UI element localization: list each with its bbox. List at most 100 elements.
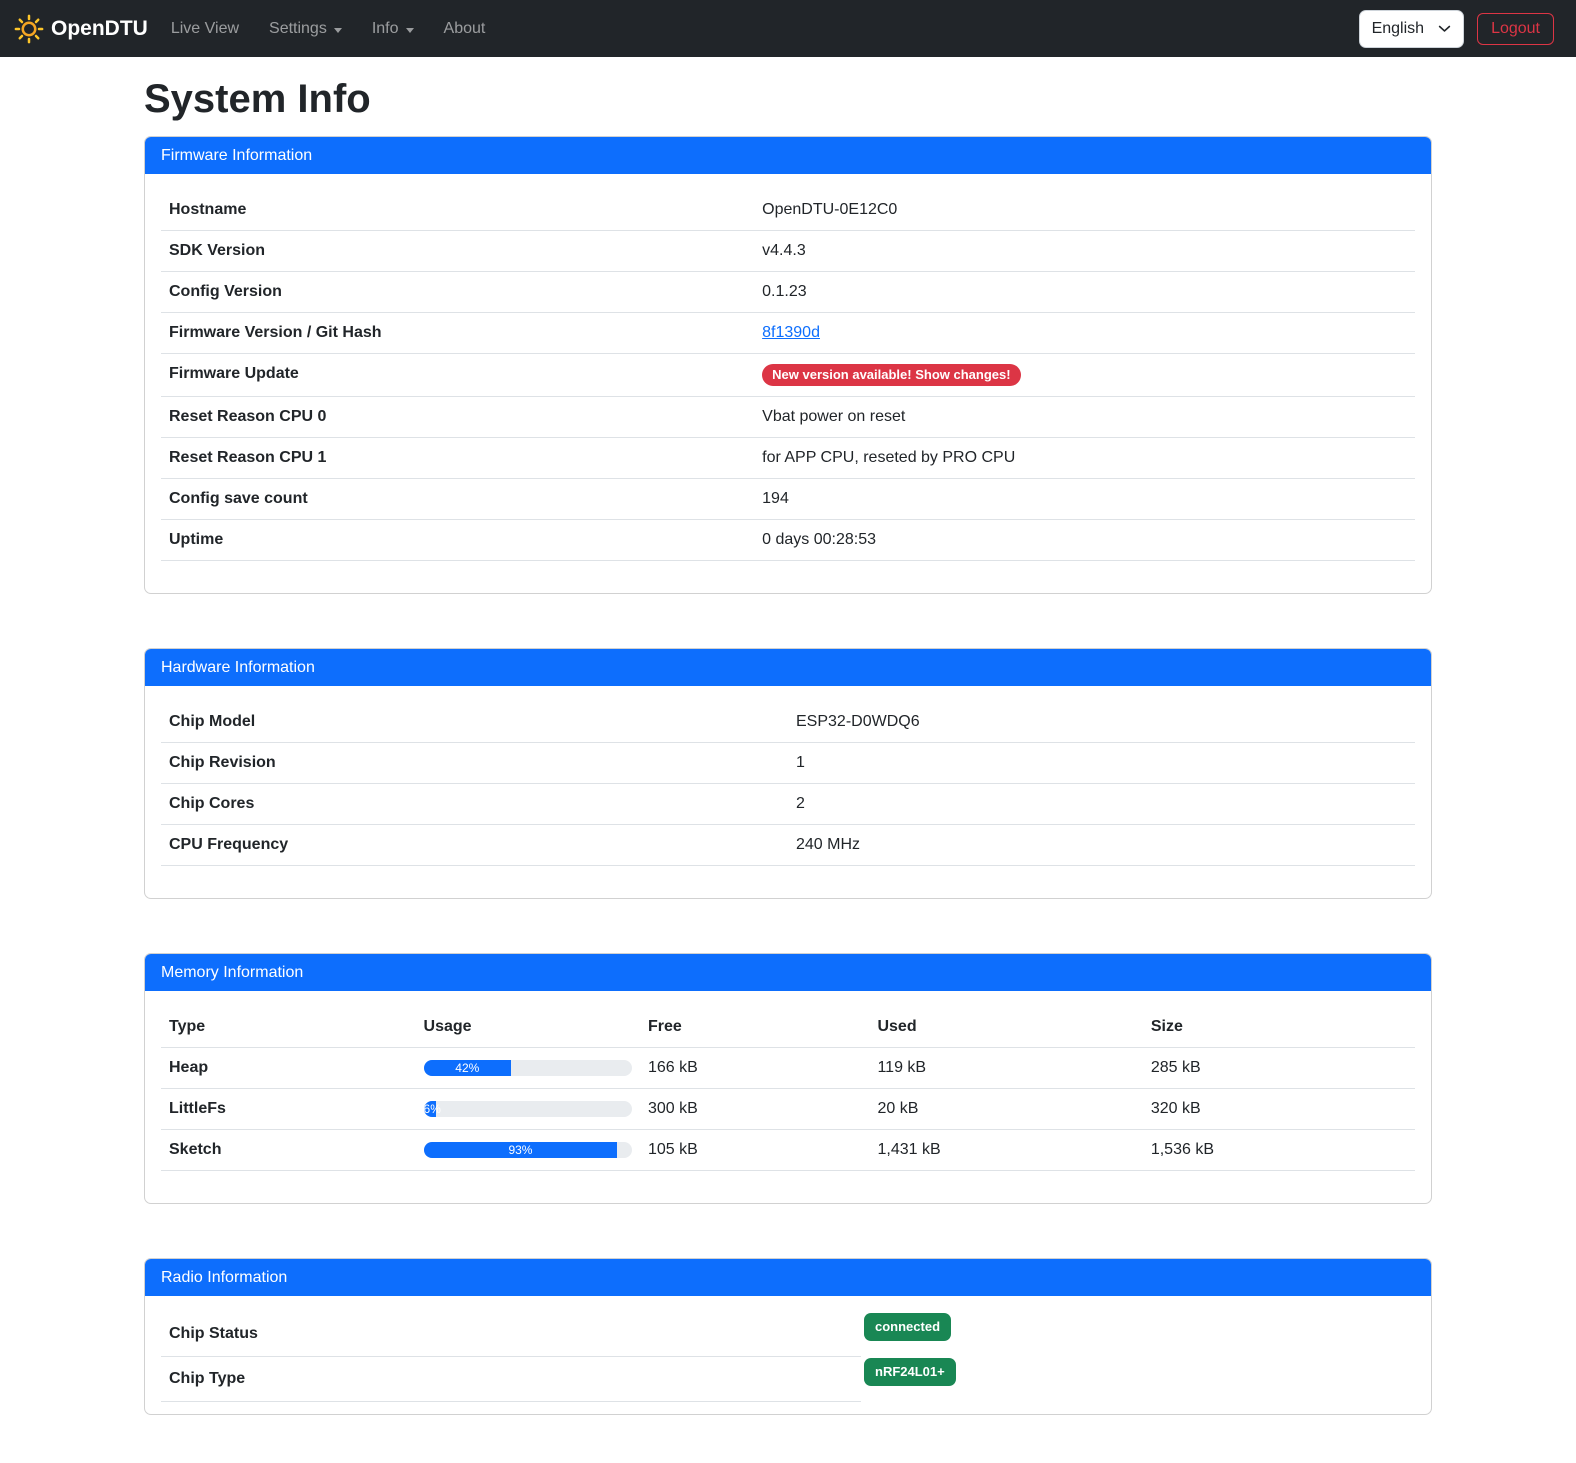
chevron-down-icon [1438,25,1451,32]
language-select[interactable]: English [1358,9,1465,48]
column-header-type: Type [161,1007,416,1048]
nav-item-settings[interactable]: Settings [254,12,357,46]
littlefs-used: 20 kB [869,1089,1143,1130]
table-row-reset-reason-cpu1: Reset Reason CPU 1 for APP CPU, reseted … [161,438,1415,479]
card-header-firmware: Firmware Information [145,137,1431,174]
card-header-hardware: Hardware Information [145,649,1431,686]
table-row-sdk-version: SDK Version v4.4.3 [161,231,1415,272]
table-row-hostname: Hostname OpenDTU-0E12C0 [161,190,1415,231]
littlefs-size: 320 kB [1142,1089,1415,1130]
table-row-sketch: Sketch 93% 105 kB 1,431 kB 1,536 kB [161,1130,1415,1171]
sketch-free: 105 kB [640,1130,870,1171]
heap-free: 166 kB [640,1048,870,1089]
progress-bar-fill: 42% [423,1060,512,1076]
row-label: Config Version [161,272,755,313]
row-value: ESP32-D0WDQ6 [788,702,1415,743]
row-label: Chip Type [161,1357,861,1402]
table-row-config-version: Config Version 0.1.23 [161,272,1415,313]
chip-type-badge: nRF24L01+ [864,1358,956,1386]
row-value: 0.1.23 [754,272,1415,313]
sketch-size: 1,536 kB [1142,1130,1415,1171]
row-value: Vbat power on reset [754,397,1415,438]
row-label: Firmware Version / Git Hash [161,313,755,354]
card-header-memory: Memory Information [145,954,1431,991]
row-label: LittleFs [161,1089,416,1130]
row-value: 240 MHz [788,825,1415,866]
table-row-littlefs: LittleFs 6% 300 kB 20 kB 320 kB [161,1089,1415,1130]
column-header-free: Free [640,1007,870,1048]
git-hash-link[interactable]: 8f1390d [762,324,820,341]
table-row-git-hash: Firmware Version / Git Hash 8f1390d [161,313,1415,354]
row-label: Reset Reason CPU 0 [161,397,755,438]
nav-item-label: Info [371,19,399,37]
row-value: 194 [754,479,1415,520]
nav-item-about[interactable]: About [429,12,501,46]
column-header-used: Used [869,1007,1143,1048]
row-label: Chip Model [161,702,788,743]
chevron-down-icon [333,27,342,33]
table-row-chip-revision: Chip Revision 1 [161,743,1415,784]
memory-table-header: Type Usage Free Used Size [161,1007,1415,1048]
row-label: Chip Revision [161,743,788,784]
sun-icon [14,14,44,44]
heap-size: 285 kB [1142,1048,1415,1089]
logout-button[interactable]: Logout [1477,12,1554,45]
row-label: Config save count [161,479,755,520]
table-row-uptime: Uptime 0 days 00:28:53 [161,520,1415,561]
column-header-usage: Usage [415,1007,640,1048]
table-row-cpu-frequency: CPU Frequency 240 MHz [161,825,1415,866]
card-header-radio: Radio Information [145,1259,1431,1296]
progress-bar-fill: 93% [423,1142,618,1158]
row-label: Chip Status [161,1312,861,1357]
row-value: OpenDTU-0E12C0 [754,190,1415,231]
table-row-chip-type: Chip Type nRF24L01+ [161,1357,1415,1402]
nav-item-info[interactable]: Info [357,12,429,46]
row-label: Uptime [161,520,755,561]
sketch-usage-progress: 93% [423,1142,632,1158]
firmware-information-card: Firmware Information Hostname OpenDTU-0E… [144,136,1432,594]
nav-item-label: Live View [170,19,240,37]
table-row-heap: Heap 42% 166 kB 119 kB 285 kB [161,1048,1415,1089]
nav-item-label: Settings [269,19,327,37]
row-label: Sketch [161,1130,416,1171]
heap-usage-progress: 42% [423,1060,632,1076]
row-label: Heap [161,1048,416,1089]
sketch-used: 1,431 kB [869,1130,1143,1171]
row-label: SDK Version [161,231,755,272]
radio-information-card: Radio Information Chip Status connected … [144,1258,1432,1415]
brand-label: OpenDTU [51,16,148,40]
language-selected-value: English [1371,19,1425,37]
row-label: CPU Frequency [161,825,788,866]
table-row-config-save-count: Config save count 194 [161,479,1415,520]
navbar: OpenDTU Live View Settings Info About En… [0,0,1576,57]
row-label: Reset Reason CPU 1 [161,438,755,479]
table-row-chip-model: Chip Model ESP32-D0WDQ6 [161,702,1415,743]
row-value: 2 [788,784,1415,825]
chip-status-badge: connected [864,1313,952,1341]
progress-bar-fill: 6% [423,1101,441,1117]
littlefs-usage-progress: 6% [423,1101,632,1117]
brand-link[interactable]: OpenDTU [14,14,148,44]
nav-item-label: About [443,19,486,37]
heap-used: 119 kB [869,1048,1143,1089]
hardware-information-card: Hardware Information Chip Model ESP32-D0… [144,648,1432,899]
memory-information-card: Memory Information Type Usage Free Used … [144,953,1432,1204]
row-value: for APP CPU, reseted by PRO CPU [754,438,1415,479]
table-row-chip-status: Chip Status connected [161,1312,1415,1357]
table-row-firmware-update: Firmware Update New version available! S… [161,354,1415,397]
row-value: 0 days 00:28:53 [754,520,1415,561]
table-row-chip-cores: Chip Cores 2 [161,784,1415,825]
littlefs-free: 300 kB [640,1089,870,1130]
row-value: v4.4.3 [754,231,1415,272]
nav-item-live-view[interactable]: Live View [156,12,254,46]
new-version-badge[interactable]: New version available! Show changes! [762,364,1021,386]
main-content: System Info Firmware Information Hostnam… [144,75,1432,1415]
column-header-size: Size [1142,1007,1415,1048]
row-label: Hostname [161,190,755,231]
chevron-down-icon [405,27,414,33]
table-row-reset-reason-cpu0: Reset Reason CPU 0 Vbat power on reset [161,397,1415,438]
row-label: Chip Cores [161,784,788,825]
page-title: System Info [144,77,371,121]
row-value: 1 [788,743,1415,784]
row-label: Firmware Update [161,354,755,397]
